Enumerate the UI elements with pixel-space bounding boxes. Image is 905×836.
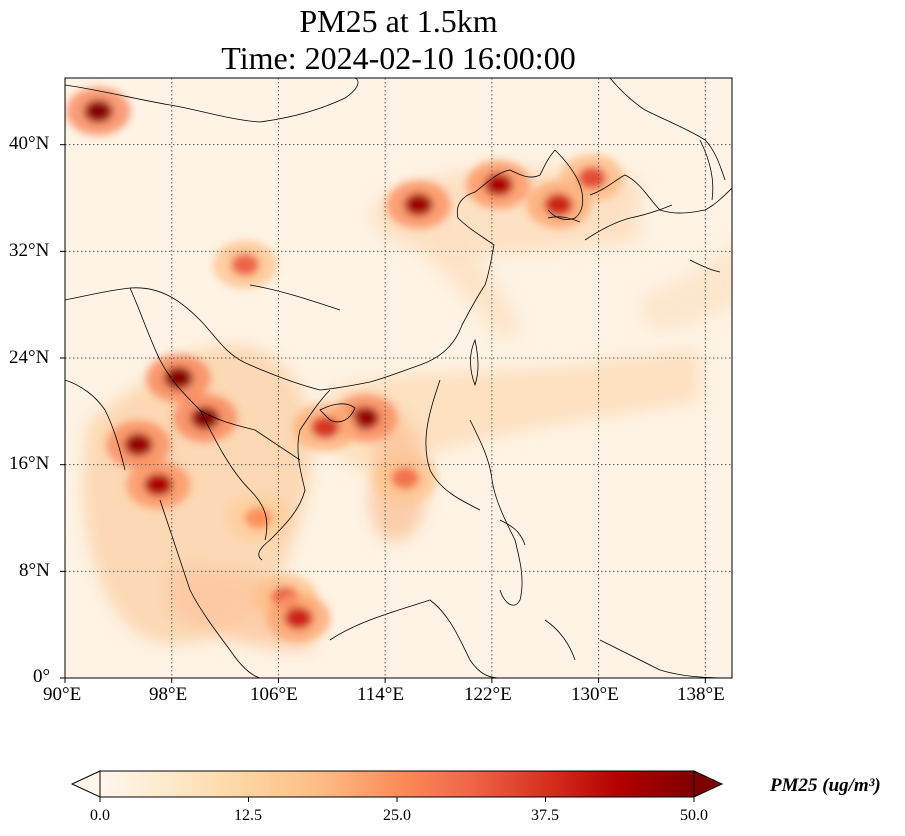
map-frame [64, 77, 733, 679]
lat-label-16n: 16°N [9, 453, 50, 474]
map-gridlines [65, 78, 732, 678]
lon-label-98e: 98°E [149, 684, 188, 705]
hotspot-core [244, 507, 273, 529]
hotspot-core [124, 433, 153, 456]
lat-label-40n: 40°N [9, 133, 50, 154]
hotspot-core [351, 407, 380, 429]
colorbar [70, 770, 724, 802]
lon-label-122e: 122°E [464, 684, 512, 705]
colorbar-tick-0: 0.0 [90, 807, 110, 824]
hotspot-core [404, 193, 433, 216]
hotspot-core [391, 467, 420, 489]
lat-label-0: 0° [33, 666, 51, 687]
hotspot-core [484, 173, 513, 196]
lon-label-114e: 114°E [357, 684, 404, 705]
hotspot-core [544, 193, 573, 216]
colorbar-extend-max [693, 770, 724, 798]
colorbar-gradient [100, 771, 694, 797]
lat-label-32n: 32°N [9, 240, 50, 261]
map-subtitle-time: Time: 2024-02-10 16:00:00 [221, 40, 576, 76]
coastlines-and-borders [65, 78, 732, 678]
hotspot-core [144, 473, 173, 496]
colorbar-tick-37-5: 37.5 [531, 807, 559, 824]
hotspot-core [191, 407, 220, 429]
colorbar-label: PM25 (ug/m³) [770, 775, 881, 796]
colorbar-extend-min [70, 770, 101, 798]
lon-label-106e: 106°E [250, 684, 298, 705]
lat-label-24n: 24°N [9, 347, 50, 368]
lon-label-90e: 90°E [43, 684, 82, 705]
hotspot-core [284, 607, 313, 629]
colorbar-tick-50: 50.0 [680, 807, 708, 824]
colorbar-tick-25: 25.0 [383, 807, 411, 824]
colorbar-tick-12-5: 12.5 [234, 807, 262, 824]
lon-label-130e: 130°E [571, 684, 619, 705]
hotspot-core [231, 253, 260, 276]
hotspot-core [164, 367, 193, 389]
map-title: PM25 at 1.5km [299, 3, 498, 39]
axis-ticks [60, 144, 706, 683]
lat-label-8n: 8°N [19, 560, 50, 581]
lon-label-138e: 138°E [677, 684, 725, 705]
hotspot-core [577, 167, 606, 189]
hotspot-core [84, 100, 113, 123]
hotspot-core [311, 416, 340, 439]
